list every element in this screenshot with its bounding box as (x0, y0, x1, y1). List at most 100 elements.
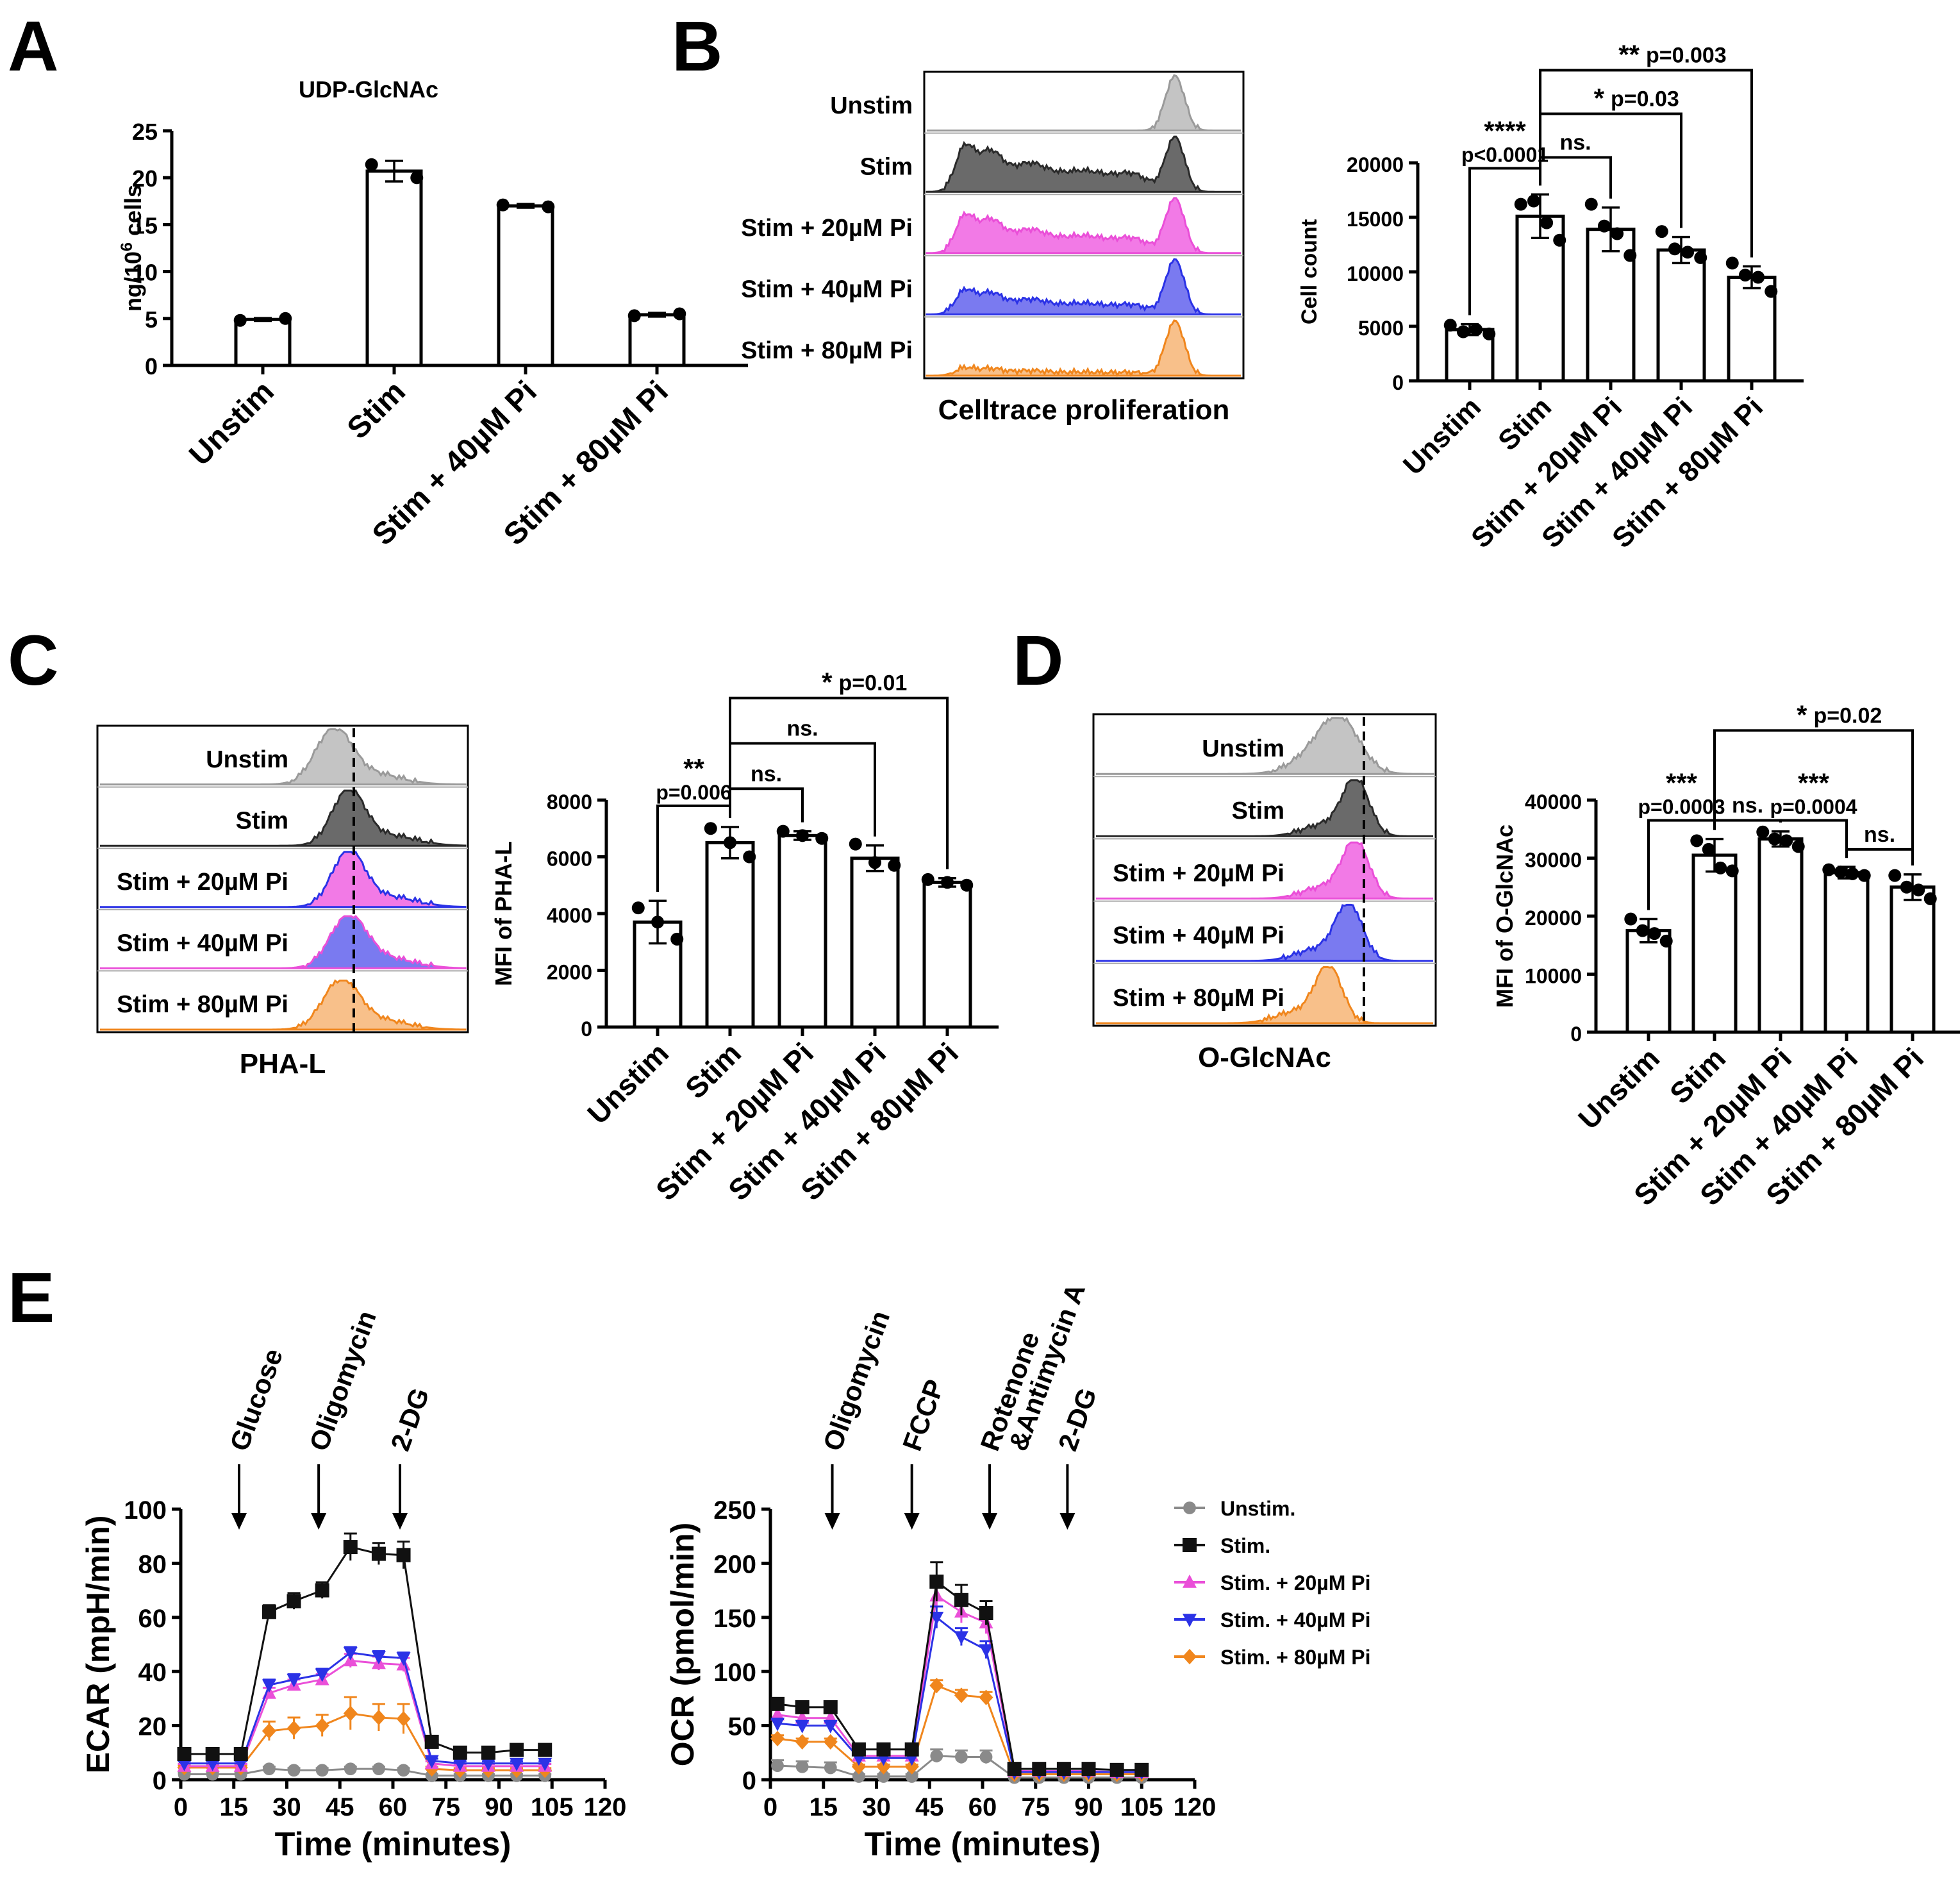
marker-square (1081, 1762, 1096, 1776)
histogram-stim (100, 789, 467, 847)
data-point (1456, 325, 1470, 339)
marker-triangle-down (770, 1718, 785, 1732)
y-tick-label: 40000 (1525, 790, 1582, 814)
marker-triangle-down (424, 1755, 439, 1769)
y-tick-label: 60 (138, 1605, 167, 1633)
injection-label-2-dg: 2-DG (385, 1384, 435, 1455)
seahorse-legend: Unstim. Stim. Stim. + 20µM Pi Stim. + 40µM … (1174, 1497, 1371, 1669)
y-tick-label: 0 (1570, 1023, 1582, 1046)
marker-square (396, 1548, 411, 1562)
marker-square (510, 1743, 524, 1757)
data-point (496, 198, 510, 212)
data-point (1900, 880, 1913, 894)
bar-stim-20-m-pi (1757, 837, 1804, 1034)
marker-square (481, 1745, 495, 1760)
marker-circle (771, 1759, 784, 1772)
histogram-row-label: Stim (236, 807, 288, 834)
y-tick-label: 0 (742, 1767, 756, 1795)
x-tick-label: 75 (432, 1793, 461, 1821)
bar-stim-80-m-pi (628, 313, 686, 367)
marker-circle (824, 1761, 837, 1775)
panel-letter-a: A (8, 7, 58, 86)
y-tick-label: 25 (132, 119, 158, 145)
histogram-unstim (100, 728, 467, 786)
x-tick-label: 45 (326, 1793, 354, 1821)
data-point (941, 876, 954, 889)
marker-square (1109, 1762, 1124, 1777)
histogram-stim (926, 135, 1241, 193)
marker-triangle-down (177, 1757, 192, 1771)
y-tick-label: 0 (1392, 371, 1404, 394)
marker-circle (877, 1770, 890, 1783)
x-tick-label-unstim: Unstim (581, 1036, 675, 1130)
x-tick-label-unstim: Unstim (1397, 391, 1487, 481)
marker-diamond (287, 1720, 301, 1736)
y-tick-label: 2000 (547, 961, 592, 984)
ns-label: ns. (751, 762, 782, 786)
significance-stars: **** (1484, 116, 1526, 146)
legend-label: Stim. + 40µM Pi (1220, 1609, 1371, 1632)
data-point (1648, 927, 1661, 940)
p-value-label: p=0.006 (656, 781, 731, 804)
significance-bracket (1713, 729, 1914, 865)
injection-label-fccp: FCCP (897, 1376, 950, 1455)
y-tick-label: 10000 (1525, 965, 1582, 988)
y-tick-label: 100 (124, 1496, 167, 1525)
ns-label: ns. (1732, 794, 1763, 818)
x-tick-label: 30 (272, 1793, 301, 1821)
x-tick-label-unstim: Unstim (183, 374, 281, 472)
marker-diamond (954, 1687, 968, 1703)
histogram-stim-40-m-pi (1096, 903, 1433, 962)
marker-square (205, 1746, 220, 1761)
series-line (184, 1546, 545, 1755)
y-tick-label: 10000 (1347, 262, 1404, 285)
data-point (1694, 251, 1707, 264)
marker-square (287, 1594, 301, 1609)
histogram-row-label: Stim + 40µM Pi (741, 276, 913, 303)
marker-triangle-down (929, 1612, 944, 1625)
udp-glcnac-bar-chart: 0 5 10 15 20 25 ng/106 cells UDP-GlcNAc Unstim St… (118, 76, 748, 552)
data-point (1553, 233, 1566, 247)
marker-circle (955, 1750, 968, 1764)
histogram-stim-20-m-pi (1096, 841, 1433, 900)
bar-stim-40-m-pi (1823, 871, 1870, 1034)
y-axis-label: MFI of PHA-L (490, 841, 517, 986)
y-tick-label: 10 (132, 260, 158, 286)
marker-circle (287, 1764, 301, 1777)
data-point (1624, 249, 1637, 262)
marker-triangle-down (233, 1757, 248, 1771)
data-point (1624, 912, 1638, 926)
histogram-row-label: Stim + 20µM Pi (117, 869, 288, 896)
x-tick-label: 120 (1174, 1793, 1217, 1821)
significance-bracket (729, 696, 949, 869)
marker-triangle-up (770, 1707, 785, 1721)
marker-square (1056, 1762, 1071, 1776)
data-point (1765, 285, 1778, 298)
data-point (1659, 934, 1673, 948)
bar-stim-40-m-pi (497, 204, 554, 367)
marker-square (233, 1746, 248, 1761)
data-point (1725, 864, 1739, 878)
y-tick-label: 40 (138, 1659, 167, 1687)
histogram-stim-40-m-pi (926, 258, 1241, 315)
bar-stim (1691, 853, 1738, 1034)
y-tick-label: 0 (581, 1017, 592, 1041)
y-tick-label: 8000 (547, 790, 592, 814)
marker-square (1032, 1762, 1047, 1776)
y-axis-label: ECAR (mpH/min) (80, 1516, 116, 1774)
marker-triangle-down (823, 1719, 838, 1734)
marker-circle (852, 1770, 865, 1783)
y-axis-label-tail: cells (120, 185, 146, 242)
marker-diamond (371, 1709, 386, 1726)
y-tick-label: 20 (132, 165, 158, 192)
x-tick-label-stim: Stim (341, 374, 412, 446)
data-point (868, 856, 881, 869)
data-point (410, 171, 424, 185)
injection-label-oligomycin: Oligomycin (303, 1307, 381, 1455)
marker-diamond (823, 1734, 838, 1750)
y-axis-label-superscript: 6 (118, 242, 136, 251)
significance-bracket (1539, 156, 1612, 199)
ns-label: ns. (1559, 131, 1591, 155)
marker-triangle-down (954, 1631, 968, 1645)
data-point (1768, 832, 1781, 846)
